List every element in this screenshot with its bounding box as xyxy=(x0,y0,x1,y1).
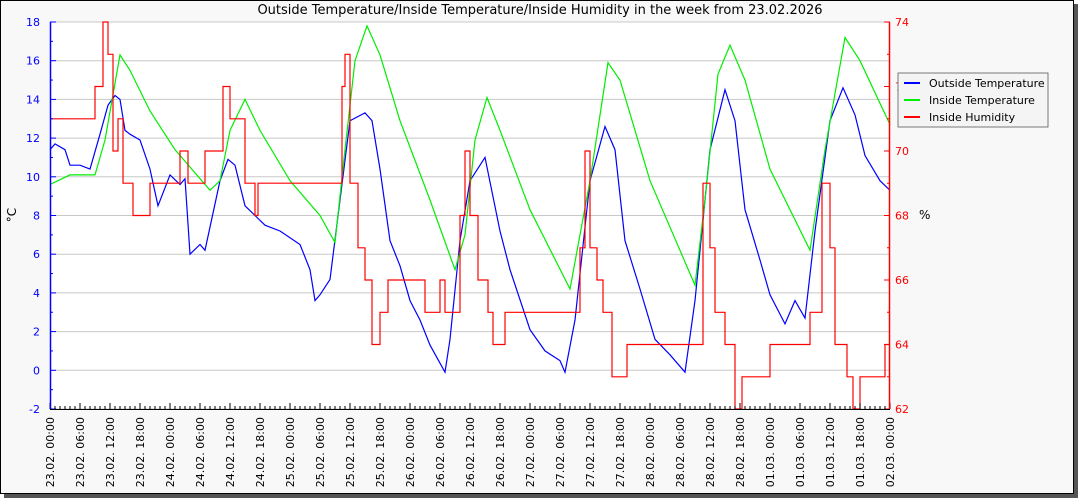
x-tick-label: 26.02. 00:00 xyxy=(404,417,417,487)
x-tick-label: 27.02. 06:00 xyxy=(554,417,567,487)
x-tick-label: 24.02. 18:00 xyxy=(254,417,267,487)
x-tick-label: 01.03. 06:00 xyxy=(794,417,807,487)
series-line-outside-temperature xyxy=(49,86,891,375)
y2-tick-label: 74 xyxy=(895,16,909,29)
y2-tick-label: 70 xyxy=(895,145,909,158)
x-tick-label: 25.02. 18:00 xyxy=(374,417,387,487)
x-tick-label: 28.02. 12:00 xyxy=(704,417,717,487)
y-tick-label: 2 xyxy=(33,326,40,339)
x-tick-label: 23.02. 18:00 xyxy=(134,417,147,487)
series-line-inside-temperature xyxy=(49,24,891,291)
x-tick-label: 24.02. 12:00 xyxy=(224,417,237,487)
x-tick-label: 27.02. 00:00 xyxy=(524,417,537,487)
y-tick-label: 0 xyxy=(33,364,40,377)
x-tick-label: 28.02. 00:00 xyxy=(644,417,657,487)
y-tick-label: 14 xyxy=(26,93,40,106)
y2-axis-label: % xyxy=(919,208,930,222)
y2-tick-label: 62 xyxy=(895,403,909,416)
y-tick-label: 8 xyxy=(33,210,40,223)
x-tick-label: 25.02. 12:00 xyxy=(344,417,357,487)
x-tick-label: 28.02. 18:00 xyxy=(734,417,747,487)
x-tick-label: 24.02. 06:00 xyxy=(194,417,207,487)
x-tick-label: 01.03. 18:00 xyxy=(854,417,867,487)
legend-label-inside-temperature: Inside Temperature xyxy=(929,94,1035,107)
y2-tick-label: 66 xyxy=(895,274,909,287)
legend-label-inside-humidity: Inside Humidity xyxy=(929,111,1016,124)
x-tick-label: 01.03. 12:00 xyxy=(824,417,837,487)
x-tick-label: 27.02. 18:00 xyxy=(614,417,627,487)
x-tick-label: 25.02. 00:00 xyxy=(284,417,297,487)
y-tick-label: 4 xyxy=(33,287,40,300)
y-tick-label: 10 xyxy=(26,171,40,184)
x-tick-label: 24.02. 00:00 xyxy=(164,417,177,487)
x-tick-label: 26.02. 12:00 xyxy=(464,417,477,487)
y-tick-label: 12 xyxy=(26,132,40,145)
x-tick-label: 23.02. 06:00 xyxy=(74,417,87,487)
y-tick-label: 6 xyxy=(33,248,40,261)
y-tick-label: -2 xyxy=(29,403,40,416)
x-tick-label: 28.02. 06:00 xyxy=(674,417,687,487)
y2-tick-label: 64 xyxy=(895,339,909,352)
x-tick-label: 25.02. 06:00 xyxy=(314,417,327,487)
x-tick-label: 26.02. 18:00 xyxy=(494,417,507,487)
x-tick-label: 26.02. 06:00 xyxy=(434,417,447,487)
y-axis-label: °C xyxy=(5,208,19,222)
legend-box xyxy=(897,72,1049,128)
y2-tick-label: 68 xyxy=(895,210,909,223)
y-tick-label: 18 xyxy=(26,16,40,29)
legend: Outside Temperature Inside Temperature I… xyxy=(897,72,1049,128)
x-tick-label: 27.02. 12:00 xyxy=(584,417,597,487)
y-tick-label: 16 xyxy=(26,55,40,68)
x-tick-label: 23.02. 12:00 xyxy=(104,417,117,487)
legend-label-outside-temperature: Outside Temperature xyxy=(929,77,1045,90)
x-tick-label: 23.02. 00:00 xyxy=(44,417,57,487)
x-tick-label: 02.03. 00:00 xyxy=(884,417,897,487)
chart-title: Outside Temperature/Inside Temperature/I… xyxy=(257,3,822,18)
x-tick-label: 01.03. 00:00 xyxy=(764,417,777,487)
series-line-inside-humidity xyxy=(50,21,890,410)
